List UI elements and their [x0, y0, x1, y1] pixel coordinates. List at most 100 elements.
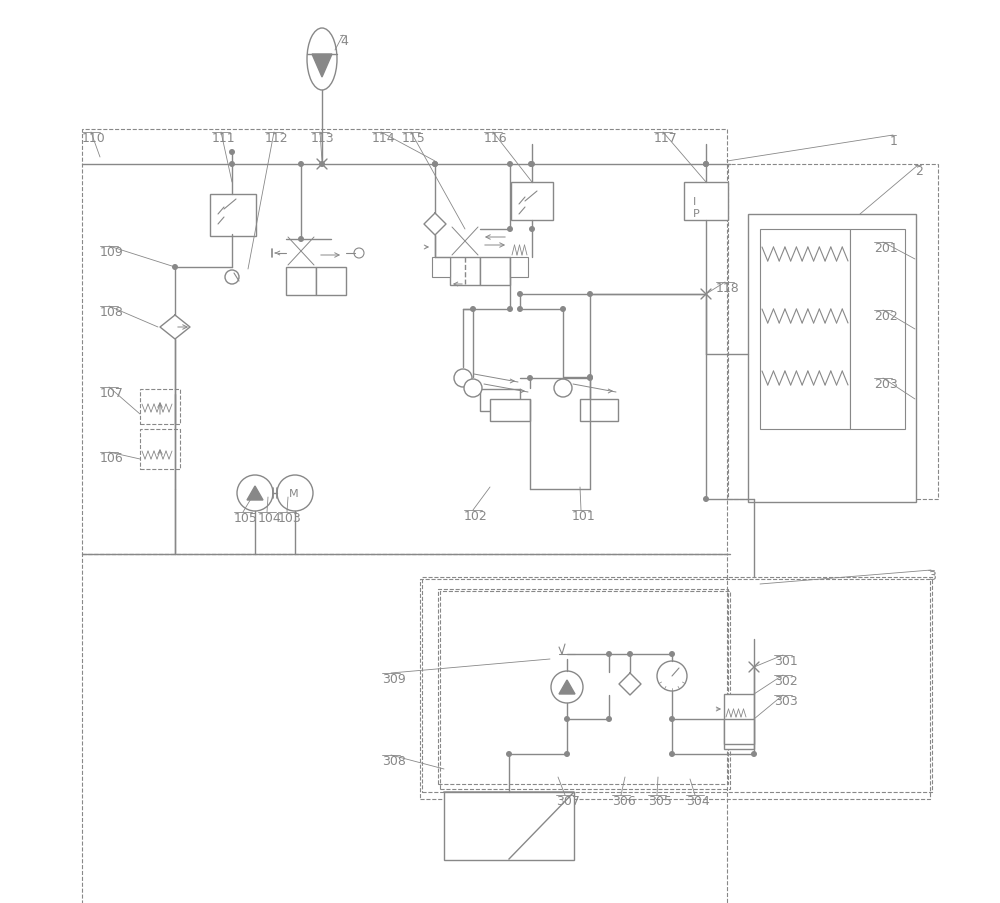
Circle shape: [587, 375, 593, 380]
Circle shape: [564, 751, 570, 757]
Text: 117: 117: [654, 132, 678, 144]
Text: 106: 106: [100, 452, 124, 464]
Text: 303: 303: [774, 694, 798, 707]
Circle shape: [669, 751, 675, 757]
Text: 201: 201: [874, 242, 898, 255]
Text: 306: 306: [612, 794, 636, 807]
Circle shape: [298, 237, 304, 243]
Circle shape: [432, 162, 438, 168]
Text: I: I: [693, 197, 696, 207]
Text: 113: 113: [311, 132, 335, 144]
Circle shape: [703, 162, 709, 168]
Bar: [511, 182, 553, 220]
Text: 3: 3: [928, 570, 936, 582]
Bar: [316, 267, 346, 295]
Circle shape: [606, 716, 612, 722]
Text: 115: 115: [402, 132, 426, 144]
Circle shape: [225, 271, 239, 284]
Circle shape: [529, 162, 535, 168]
Text: 202: 202: [874, 310, 898, 322]
Text: 118: 118: [716, 282, 740, 294]
Text: 2: 2: [915, 165, 923, 178]
Circle shape: [298, 162, 304, 168]
Circle shape: [237, 476, 273, 511]
Text: 308: 308: [382, 754, 406, 768]
Circle shape: [587, 292, 593, 298]
Circle shape: [517, 292, 523, 298]
Bar: [444, 792, 574, 860]
Text: 304: 304: [686, 794, 710, 807]
Bar: [724, 719, 754, 744]
Circle shape: [551, 671, 583, 703]
Bar: [684, 182, 728, 220]
Text: 302: 302: [774, 675, 798, 687]
Bar: [82, 130, 727, 554]
Text: 305: 305: [648, 794, 672, 807]
Text: 301: 301: [774, 655, 798, 667]
Bar: [440, 591, 730, 789]
Circle shape: [669, 716, 675, 722]
Bar: [210, 195, 256, 237]
Bar: [724, 694, 754, 749]
Bar: [490, 399, 530, 422]
Bar: [450, 257, 480, 285]
Circle shape: [751, 751, 757, 757]
Bar: [760, 229, 850, 430]
Polygon shape: [247, 487, 263, 500]
Ellipse shape: [307, 29, 337, 91]
Circle shape: [229, 150, 235, 156]
Text: 4: 4: [340, 35, 348, 48]
Bar: [422, 577, 932, 792]
Circle shape: [470, 307, 476, 312]
Bar: [420, 580, 930, 799]
Text: 101: 101: [572, 509, 596, 523]
Circle shape: [507, 227, 513, 233]
Bar: [140, 430, 180, 470]
Text: 107: 107: [100, 386, 124, 399]
Circle shape: [432, 162, 438, 168]
Circle shape: [172, 265, 178, 271]
Circle shape: [529, 227, 535, 233]
Text: 112: 112: [265, 132, 289, 144]
Text: 1: 1: [890, 135, 898, 148]
Bar: [480, 389, 520, 412]
Text: 116: 116: [484, 132, 508, 144]
Text: 203: 203: [874, 377, 898, 391]
Text: 105: 105: [234, 511, 258, 525]
Text: P: P: [693, 209, 700, 219]
Text: 309: 309: [382, 672, 406, 685]
Circle shape: [669, 651, 675, 657]
Circle shape: [606, 651, 612, 657]
Circle shape: [517, 307, 523, 312]
Text: 104: 104: [258, 511, 282, 525]
Bar: [480, 257, 510, 285]
Circle shape: [564, 716, 570, 722]
Circle shape: [506, 751, 512, 757]
Bar: [728, 165, 938, 499]
Bar: [82, 554, 727, 903]
Polygon shape: [559, 680, 575, 694]
Text: 110: 110: [82, 132, 106, 144]
Circle shape: [354, 248, 364, 259]
Text: 109: 109: [100, 246, 124, 259]
Circle shape: [507, 307, 513, 312]
Circle shape: [703, 162, 709, 168]
Circle shape: [528, 162, 534, 168]
Text: 307: 307: [556, 794, 580, 807]
Bar: [140, 389, 180, 424]
Bar: [580, 399, 618, 422]
Text: 108: 108: [100, 305, 124, 319]
Bar: [432, 257, 450, 278]
Circle shape: [703, 497, 709, 502]
Bar: [286, 267, 316, 295]
Circle shape: [319, 162, 325, 168]
Text: 111: 111: [212, 132, 236, 144]
Text: 103: 103: [278, 511, 302, 525]
Circle shape: [454, 369, 472, 387]
Circle shape: [587, 376, 593, 382]
Text: 114: 114: [372, 132, 396, 144]
Circle shape: [657, 661, 687, 691]
Circle shape: [277, 476, 313, 511]
Circle shape: [627, 651, 633, 657]
Circle shape: [560, 307, 566, 312]
